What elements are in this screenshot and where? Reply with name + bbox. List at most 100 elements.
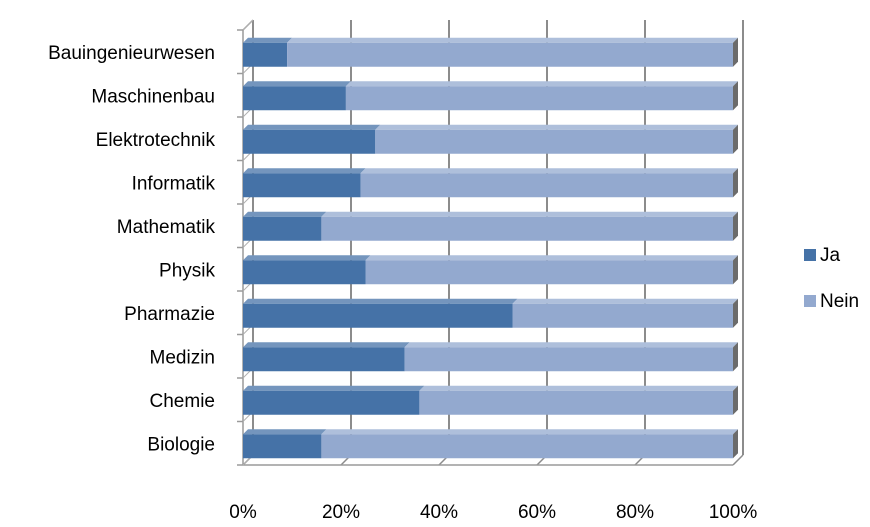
category-label: Bauingenieurwesen xyxy=(48,43,215,64)
bar-segment-nein xyxy=(287,37,738,67)
bar-front-face xyxy=(321,216,733,241)
bar-top-face xyxy=(375,124,738,130)
bar-side-face xyxy=(733,385,738,415)
bar-segment-ja xyxy=(243,385,425,415)
category-label: Mathematik xyxy=(117,217,216,238)
bar-top-face xyxy=(512,298,738,304)
bar-top-face xyxy=(243,81,351,87)
floor-line xyxy=(732,454,744,466)
bar-segment-nein xyxy=(321,211,738,241)
bar-front-face xyxy=(243,303,513,328)
legend-item-nein: Nein xyxy=(804,291,859,312)
bar-top-face xyxy=(243,255,371,261)
bar-segment-ja xyxy=(243,342,410,372)
bars xyxy=(243,37,738,459)
bar-segment-ja xyxy=(243,124,381,154)
bar-top-face xyxy=(365,255,738,261)
bar-top-face xyxy=(345,81,738,87)
legend: Ja Nein xyxy=(804,245,859,312)
bar-front-face xyxy=(243,390,420,415)
bar-segment-nein xyxy=(365,255,738,285)
bar-top-face xyxy=(243,429,327,435)
bar-top-face xyxy=(243,211,327,217)
bar-top-face xyxy=(404,342,738,348)
legend-swatch xyxy=(804,295,816,307)
bar-side-face xyxy=(733,124,738,154)
bar-top-face xyxy=(287,37,738,43)
bar-segment-nein xyxy=(419,385,738,415)
x-tick-labels: 0% 20% 40% 60% 80% 100% xyxy=(229,502,757,523)
legend-label: Ja xyxy=(820,245,841,266)
bar-side-face xyxy=(733,211,738,241)
bar-front-face xyxy=(243,260,366,285)
bar-segment-nein xyxy=(512,298,738,328)
bar-front-face xyxy=(243,86,346,111)
bar-front-face xyxy=(243,347,405,372)
x-tick-label: 60% xyxy=(518,502,556,523)
bar-segment-ja xyxy=(243,168,366,198)
x-tick-label: 40% xyxy=(420,502,458,523)
category-label: Pharmazie xyxy=(124,304,215,325)
category-label: Elektrotechnik xyxy=(96,130,216,151)
bar-top-face xyxy=(243,385,425,391)
bar-side-face xyxy=(733,255,738,285)
bar-top-face xyxy=(321,429,738,435)
bar-side-face xyxy=(733,429,738,459)
bar-segment-ja xyxy=(243,429,327,459)
x-tick-label: 100% xyxy=(709,502,758,523)
bar-front-face xyxy=(375,129,733,154)
bar-segment-ja xyxy=(243,211,327,241)
bar-side-face xyxy=(733,342,738,372)
bar-side-face xyxy=(733,81,738,111)
category-label: Maschinenbau xyxy=(91,86,215,107)
x-tick-label: 0% xyxy=(229,502,257,523)
bar-segment-nein xyxy=(345,81,738,111)
legend-swatch xyxy=(804,249,816,261)
category-label: Medizin xyxy=(150,347,215,368)
category-label: Physik xyxy=(159,260,215,281)
bar-segment-ja xyxy=(243,255,371,285)
bar-top-face xyxy=(360,168,738,174)
category-labels: Bauingenieurwesen Maschinenbau Elektrotech… xyxy=(48,43,215,456)
bar-front-face xyxy=(365,260,733,285)
category-label: Informatik xyxy=(132,173,216,194)
bar-side-face xyxy=(733,298,738,328)
bar-top-face xyxy=(321,211,738,217)
bar-segment-ja xyxy=(243,81,351,111)
bar-top-face xyxy=(243,124,381,130)
bar-front-face xyxy=(243,129,376,154)
bar-front-face xyxy=(512,303,733,328)
bar-segment-nein xyxy=(321,429,738,459)
bar-segment-nein xyxy=(404,342,738,372)
wall-line xyxy=(242,19,254,31)
x-tick-label: 20% xyxy=(322,502,360,523)
bar-front-face xyxy=(243,434,322,459)
bar-top-face xyxy=(419,385,738,391)
bar-segment-nein xyxy=(375,124,738,154)
bar-top-face xyxy=(243,37,293,43)
legend-label: Nein xyxy=(820,291,859,312)
bar-front-face xyxy=(243,216,322,241)
bar-side-face xyxy=(733,37,738,67)
bar-top-face xyxy=(243,342,410,348)
bar-segment-nein xyxy=(360,168,738,198)
bar-front-face xyxy=(287,42,733,67)
bar-segment-ja xyxy=(243,37,293,67)
bar-front-face xyxy=(321,434,733,459)
bar-top-face xyxy=(243,168,366,174)
legend-item-ja: Ja xyxy=(804,245,841,266)
bar-front-face xyxy=(243,173,361,198)
bar-front-face xyxy=(404,347,733,372)
bar-segment-ja xyxy=(243,298,518,328)
bar-front-face xyxy=(419,390,733,415)
bar-front-face xyxy=(345,86,733,111)
bar-front-face xyxy=(360,173,733,198)
bar-top-face xyxy=(243,298,518,304)
category-label: Biologie xyxy=(147,434,215,455)
bar-side-face xyxy=(733,168,738,198)
category-label: Chemie xyxy=(150,391,215,412)
bar-front-face xyxy=(243,42,288,67)
x-tick-label: 80% xyxy=(616,502,654,523)
